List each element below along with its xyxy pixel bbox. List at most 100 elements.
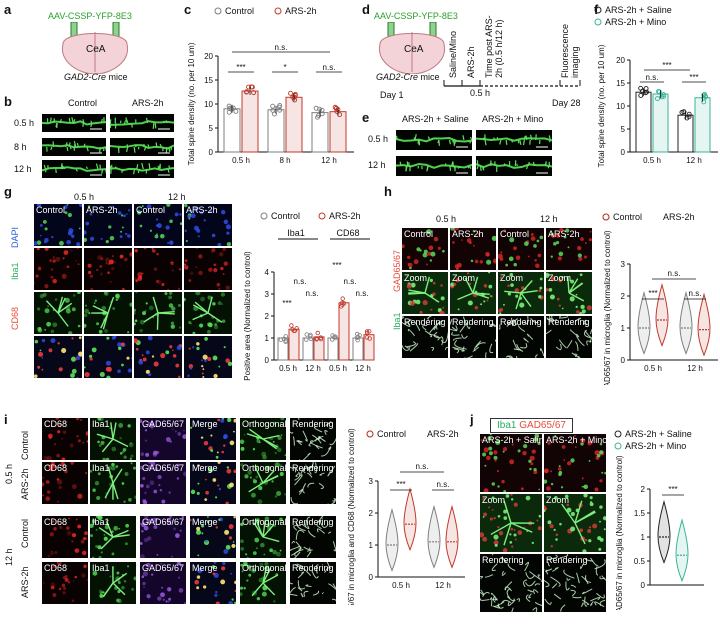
fluorescence-dot [62, 575, 67, 580]
dendritic-spine [143, 146, 147, 151]
fluorescence-dot [265, 465, 271, 471]
fluorescence-dot [64, 297, 70, 303]
fluorescence-dot [255, 475, 259, 479]
fluorescence-dot [217, 484, 220, 487]
fluorescence-dot [221, 566, 226, 571]
fluorescence-dot [211, 251, 214, 253]
micrograph-texture [184, 292, 226, 334]
microglia-process [574, 500, 583, 524]
fluorescence-dot [273, 600, 276, 603]
data-point [294, 326, 299, 331]
fluorescence-dot [222, 248, 227, 251]
fluorescence-dot [143, 525, 149, 531]
fluorescence-dot [555, 538, 558, 541]
fluorescence-dot [410, 282, 416, 288]
fluorescence-dot [172, 349, 174, 352]
micrograph-texture [450, 272, 493, 311]
rendering-stroke [525, 580, 536, 587]
micrograph-texture [92, 565, 136, 604]
tile-label: Merge [192, 563, 218, 573]
fluorescence-dot [513, 533, 517, 537]
fluorescence-dot [117, 590, 121, 594]
fluorescence-dot [82, 441, 85, 444]
side-label-h-gad: GAD65/67 [392, 249, 402, 292]
fluorescence-dot [588, 238, 592, 242]
fluorescence-dot [84, 313, 88, 318]
rendering-stroke [315, 564, 319, 574]
fluorescence-dot [228, 536, 233, 540]
fluorescence-dot [153, 525, 158, 530]
fluorescence-dot [84, 531, 88, 536]
time-label-i-05h: 0.5 h [4, 463, 14, 484]
fluorescence-dot [172, 428, 174, 431]
fluorescence-dot [228, 524, 234, 530]
fluorescence-dot [549, 294, 555, 300]
rendering-stroke [294, 563, 304, 569]
microglia-process [262, 438, 278, 450]
fluorescence-dot [125, 523, 130, 528]
fluorescence-dot [123, 214, 126, 218]
fluorescence-dot [189, 271, 194, 276]
microglia-process [152, 296, 159, 314]
fluorescence-dot [99, 264, 103, 268]
fluorescence-dot [601, 471, 604, 474]
fluorescence-dot [184, 204, 188, 208]
group-label-i-3: ARS-2h [20, 566, 30, 598]
tile-label: Rendering [500, 317, 542, 327]
x-tick-label: 12 h [355, 364, 371, 373]
fluorescence-dot [49, 532, 54, 537]
microglia-process [106, 521, 114, 538]
fluorescence-dot [280, 434, 283, 436]
micrograph-texture [240, 462, 286, 504]
fluorescence-dot [531, 541, 534, 545]
y-tick-label: 0 [209, 148, 214, 157]
fluorescence-dot [190, 426, 193, 429]
fluorescence-dot [121, 226, 124, 229]
fluorescence-dot [77, 439, 81, 443]
fluorescence-dot [150, 462, 156, 466]
fluorescence-dot [580, 438, 586, 444]
dendritic-spine [68, 142, 71, 148]
fluorescence-dot [171, 269, 175, 272]
fluorescence-dot [34, 374, 38, 378]
fluorescence-dot [599, 450, 604, 455]
micrograph-h: Control [402, 228, 448, 270]
fluorescence-dot [157, 596, 162, 601]
fluorescence-dot [67, 212, 72, 218]
microglia-process [207, 312, 223, 323]
microglia-process [101, 438, 114, 453]
fluorescence-dot [143, 248, 147, 250]
fluorescence-dot [231, 543, 236, 548]
fluorescence-dot [530, 233, 534, 236]
fluorescence-dot [488, 506, 491, 509]
fluorescence-dot [188, 364, 194, 369]
dendrite-texture [110, 162, 174, 176]
rendering-stroke [596, 592, 605, 599]
dendrite-shaft [476, 137, 552, 142]
fluorescence-dot [59, 423, 62, 426]
data-point [638, 93, 644, 98]
fluorescence-dot [558, 251, 564, 257]
fluorescence-dot [514, 538, 517, 541]
fluorescence-dot [510, 494, 513, 496]
fluorescence-dot [586, 305, 592, 311]
rendering-stroke [576, 572, 580, 584]
rendering-stroke [528, 593, 532, 599]
fluorescence-dot [88, 270, 92, 275]
fluorescence-dot [169, 440, 173, 443]
data-point [270, 103, 276, 109]
data-point [291, 328, 297, 334]
dendritic-spine [525, 135, 528, 141]
fluorescence-dot [503, 229, 506, 232]
microglia-process [262, 582, 276, 596]
fluorescence-dot [170, 321, 175, 325]
fluorescence-dot [143, 500, 148, 504]
tile-label: Orthogonal [242, 517, 286, 527]
fluorescence-dot [171, 555, 174, 558]
tile-label: ARS-2h [186, 205, 218, 215]
data-point [333, 335, 338, 341]
rendering-stroke [546, 329, 552, 335]
fluorescence-dot [184, 229, 187, 233]
microglia-process [112, 438, 129, 448]
fluorescence-dot [178, 326, 182, 329]
